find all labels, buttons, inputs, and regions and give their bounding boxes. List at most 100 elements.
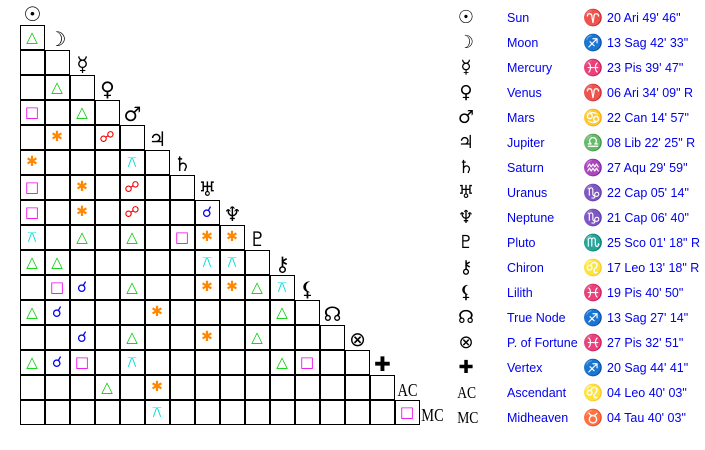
- zodiac-sign-icon: ♎: [583, 134, 603, 152]
- planet-row-chiron: ⚷ Chiron ♌ 17 Leo 13' 18" R: [455, 255, 705, 280]
- aspect-cell[interactable]: ☌: [44, 299, 70, 325]
- planet-name[interactable]: Pluto: [507, 235, 536, 250]
- aspect-cell[interactable]: ⚻: [219, 249, 245, 275]
- aspect-cell[interactable]: □: [19, 99, 45, 125]
- aspect-cell[interactable]: □: [394, 399, 420, 425]
- aspect-cell[interactable]: □: [169, 224, 195, 250]
- aspect-cell[interactable]: △: [69, 224, 95, 250]
- jupiter-icon: ♃: [148, 127, 167, 151]
- planet-name[interactable]: Sun: [507, 10, 530, 25]
- aspect-cell[interactable]: □: [44, 274, 70, 300]
- planet-name[interactable]: P. of Fortune: [507, 335, 578, 350]
- uranus-icon: ♅: [457, 182, 475, 203]
- aspect-cell[interactable]: ✱: [69, 199, 95, 225]
- aspect-cell[interactable]: ⚻: [119, 149, 145, 175]
- aspect-cell[interactable]: ⚻: [19, 224, 45, 250]
- aspect-cell[interactable]: ⚻: [269, 274, 295, 300]
- aspect-cell: [169, 324, 195, 350]
- aspect-cell[interactable]: ☍: [119, 199, 145, 225]
- aspect-cell: [69, 74, 95, 100]
- aspect-cell[interactable]: △: [69, 99, 95, 125]
- aspect-cell[interactable]: △: [19, 24, 45, 50]
- sextile-icon: ✱: [201, 279, 213, 295]
- aspect-cell[interactable]: △: [119, 224, 145, 250]
- venus-icon: ♀: [459, 82, 473, 103]
- planet-name[interactable]: True Node: [507, 310, 566, 325]
- planet-name[interactable]: Jupiter: [507, 135, 545, 150]
- aspect-cell[interactable]: △: [44, 249, 70, 275]
- planet-name[interactable]: Lilith: [507, 285, 533, 300]
- aspect-cell[interactable]: △: [19, 349, 45, 375]
- aspect-cell[interactable]: ✱: [69, 174, 95, 200]
- aspect-cell[interactable]: ✱: [144, 374, 170, 400]
- aspect-cell: [244, 374, 270, 400]
- planet-name[interactable]: Vertex: [507, 360, 543, 375]
- aspect-cell[interactable]: ✱: [194, 324, 220, 350]
- aspect-cell[interactable]: △: [119, 324, 145, 350]
- aspect-cell[interactable]: □: [19, 199, 45, 225]
- trine-icon: △: [126, 277, 138, 296]
- aspect-cell: [94, 349, 120, 375]
- conjunction-icon: ☌: [76, 277, 88, 296]
- saturn-icon: ♄: [457, 157, 475, 178]
- planet-name[interactable]: Mercury: [507, 60, 553, 75]
- opposition-icon: ☍: [124, 177, 140, 196]
- planet-name[interactable]: Uranus: [507, 185, 548, 200]
- conjunction-icon: ☌: [201, 202, 213, 221]
- aspect-cell: [269, 374, 295, 400]
- aspect-cell[interactable]: ✱: [19, 149, 45, 175]
- trine-icon: △: [251, 327, 263, 346]
- aspect-cell[interactable]: □: [294, 349, 320, 375]
- planet-name[interactable]: Saturn: [507, 160, 544, 175]
- aspect-cell[interactable]: ⚻: [144, 399, 170, 425]
- conjunction-icon: ☌: [51, 302, 63, 321]
- trine-icon: △: [26, 302, 38, 321]
- aspect-cell[interactable]: △: [269, 299, 295, 325]
- trine-icon: △: [126, 227, 138, 246]
- aspect-cell[interactable]: ✱: [219, 274, 245, 300]
- aspect-cell[interactable]: ✱: [194, 224, 220, 250]
- aspect-cell[interactable]: □: [19, 174, 45, 200]
- aspect-cell[interactable]: ☌: [44, 349, 70, 375]
- aspect-cell[interactable]: ✱: [219, 224, 245, 250]
- planet-name[interactable]: Chiron: [507, 260, 544, 275]
- aspect-cell[interactable]: △: [244, 274, 270, 300]
- aspect-cell[interactable]: ⚻: [119, 349, 145, 375]
- planet-name[interactable]: Moon: [507, 35, 539, 50]
- midheaven-icon: MC: [421, 405, 444, 425]
- aspect-cell: [294, 399, 320, 425]
- aspect-cell[interactable]: □: [69, 349, 95, 375]
- sextile-icon: ✱: [151, 379, 163, 395]
- aspect-cell[interactable]: △: [94, 374, 120, 400]
- planet-name[interactable]: Midheaven: [507, 410, 569, 425]
- aspect-cell[interactable]: △: [44, 74, 70, 100]
- aspect-cell[interactable]: ☌: [69, 274, 95, 300]
- aspect-cell: [44, 374, 70, 400]
- planet-row-saturn: ♄ Saturn ♒ 27 Aqu 29' 59": [455, 155, 705, 180]
- aspect-cell[interactable]: ☌: [194, 199, 220, 225]
- sextile-icon: ✱: [226, 229, 238, 245]
- aspect-cell[interactable]: △: [269, 349, 295, 375]
- planet-name[interactable]: Ascendant: [507, 385, 567, 400]
- mars-icon: ♂: [123, 102, 142, 126]
- aspect-cell[interactable]: ☍: [94, 124, 120, 150]
- zodiac-sign-icon: ♑: [583, 209, 603, 227]
- vertex-icon: ✚: [374, 352, 391, 376]
- aspect-cell[interactable]: △: [19, 249, 45, 275]
- aspect-cell[interactable]: ☍: [119, 174, 145, 200]
- aspect-cell[interactable]: ⚻: [194, 249, 220, 275]
- aspect-cell: [69, 399, 95, 425]
- aspect-cell[interactable]: ✱: [144, 299, 170, 325]
- sextile-icon: ✱: [201, 329, 213, 345]
- planet-name[interactable]: Neptune: [507, 210, 555, 225]
- planet-name[interactable]: Mars: [507, 110, 535, 125]
- aspect-cell[interactable]: △: [119, 274, 145, 300]
- planet-position: 08 Lib 22' 25" R: [607, 135, 696, 150]
- planet-name[interactable]: Venus: [507, 85, 542, 100]
- aspect-cell[interactable]: ☌: [69, 324, 95, 350]
- aspect-cell[interactable]: ✱: [194, 274, 220, 300]
- aspect-cell[interactable]: △: [244, 324, 270, 350]
- aspect-cell[interactable]: △: [19, 299, 45, 325]
- aspect-cell: [144, 224, 170, 250]
- aspect-cell[interactable]: ✱: [44, 124, 70, 150]
